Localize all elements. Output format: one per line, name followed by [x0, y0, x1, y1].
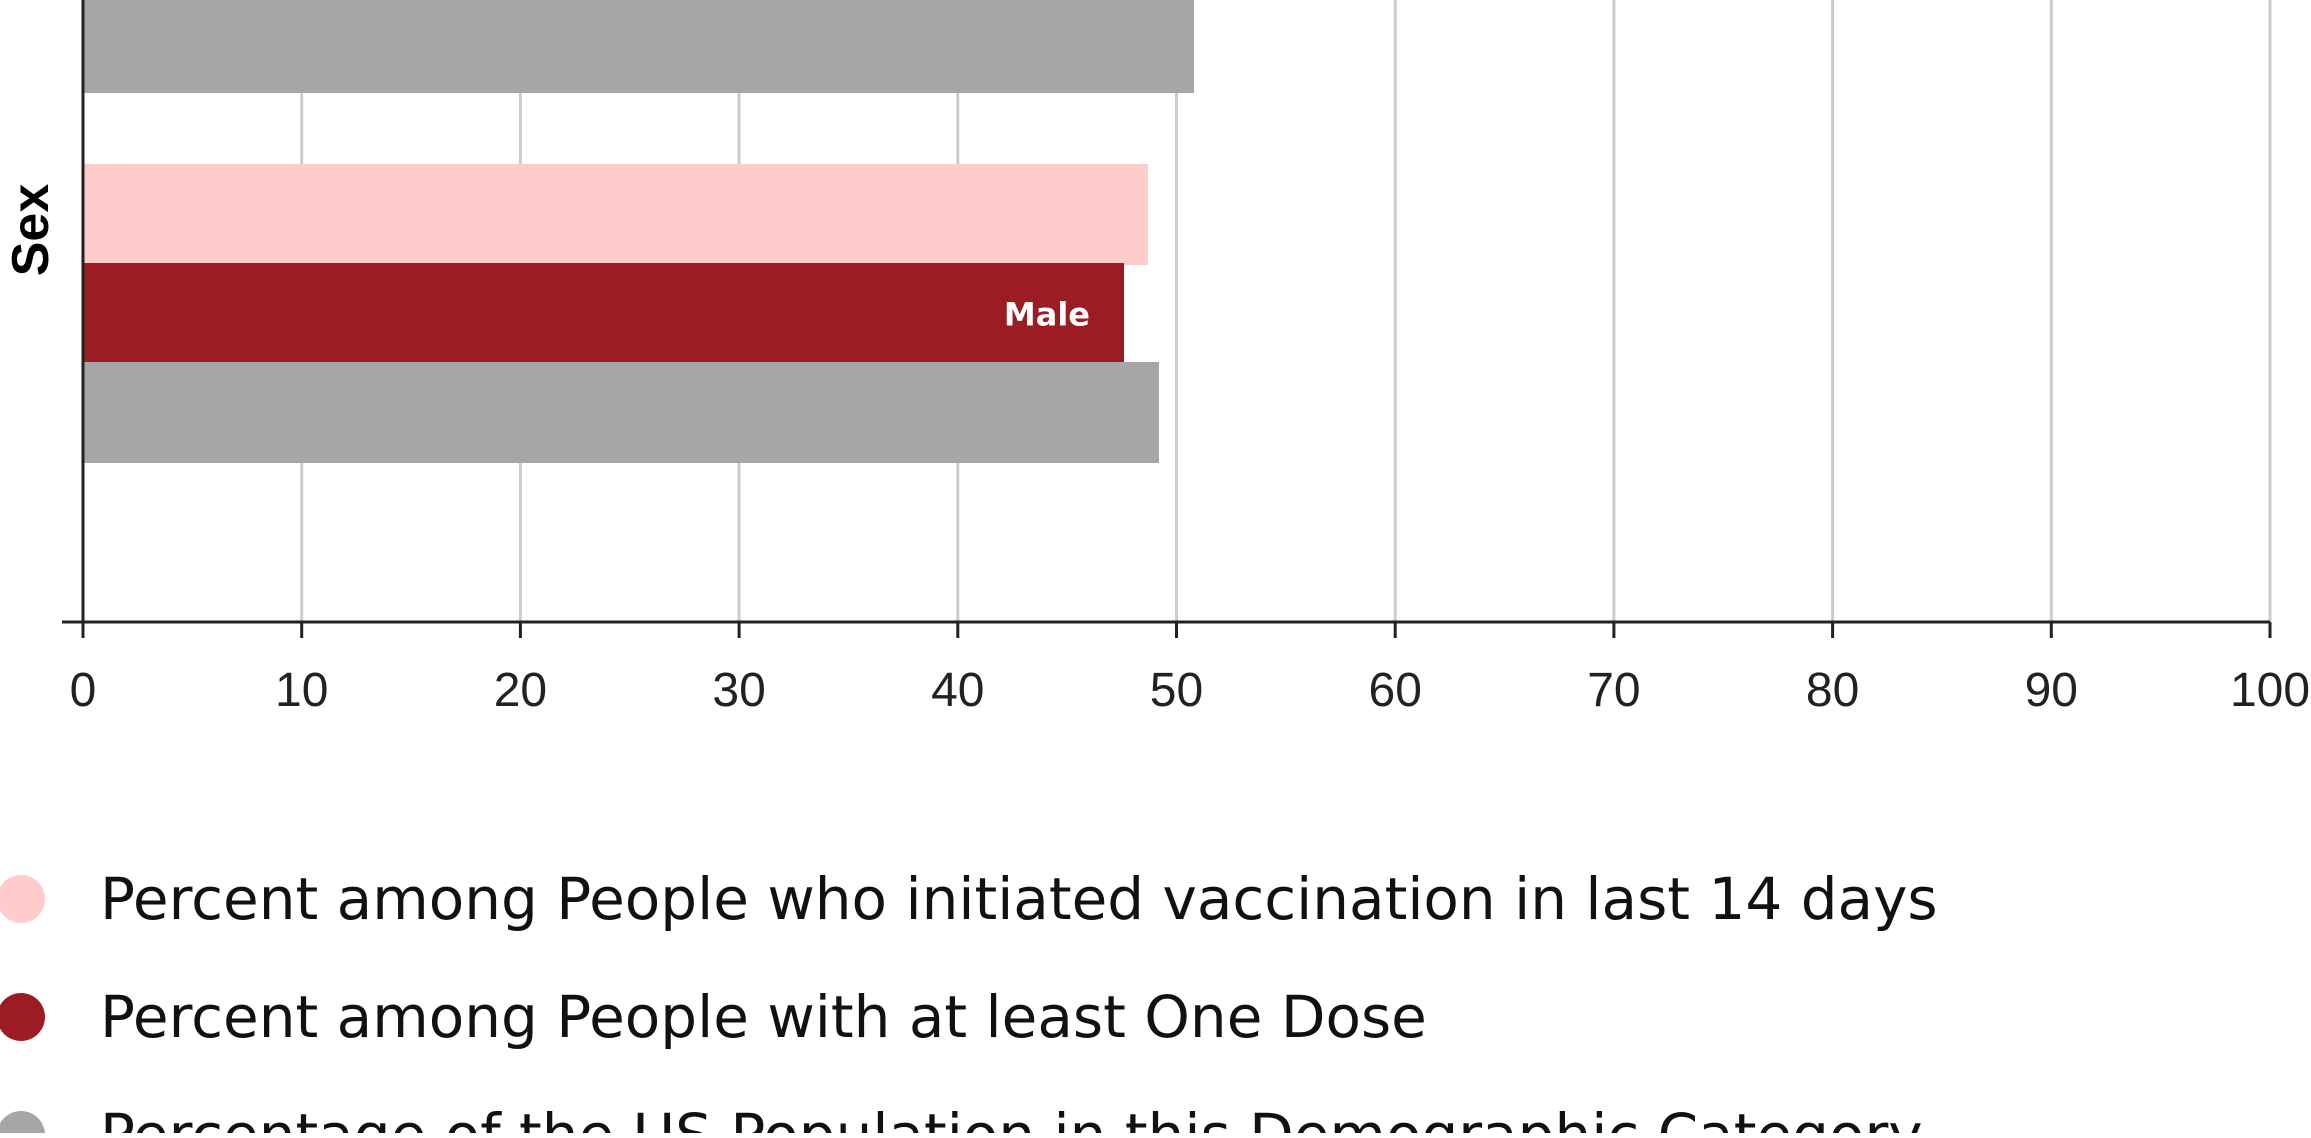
- bar-female-series-3: [83, 0, 1194, 93]
- y-group-label: Sex: [2, 184, 60, 277]
- x-tick-label: 90: [2025, 664, 2078, 717]
- x-tick-label: 20: [494, 664, 547, 717]
- legend-label: Percentage of the US Population in this …: [100, 1101, 1923, 1133]
- x-tick-label: 100: [2230, 664, 2310, 717]
- legend-label: Percent among People who initiated vacci…: [100, 865, 1938, 933]
- x-tick-label: 70: [1587, 664, 1640, 717]
- x-tick-label: 80: [1806, 664, 1859, 717]
- bars: Male: [83, 0, 1194, 463]
- x-ticks: 0 10 20 30 40 50 60 70 80 90 100: [70, 622, 2310, 717]
- bar-category-label: Male: [1004, 296, 1090, 334]
- bar-male-series-2: [83, 263, 1125, 364]
- x-tick-label: 50: [1150, 664, 1203, 717]
- legend-swatch: [0, 875, 45, 923]
- x-tick-label: 40: [931, 664, 984, 717]
- gridlines: [300, 0, 2272, 622]
- legend-label: Percent among People with at least One D…: [100, 983, 1427, 1051]
- legend-swatch: [0, 1111, 45, 1138]
- x-tick-label: 10: [275, 664, 328, 717]
- x-tick-label: 0: [70, 664, 97, 717]
- legend-swatch: [0, 993, 45, 1041]
- bar-male-series-1: [83, 164, 1149, 265]
- x-tick-label: 60: [1369, 664, 1422, 717]
- axes: [62, 0, 2270, 624]
- bar-male-series-3: [83, 362, 1160, 463]
- x-tick-label: 30: [712, 664, 765, 717]
- legend: Percent among People who initiated vacci…: [0, 865, 1938, 1138]
